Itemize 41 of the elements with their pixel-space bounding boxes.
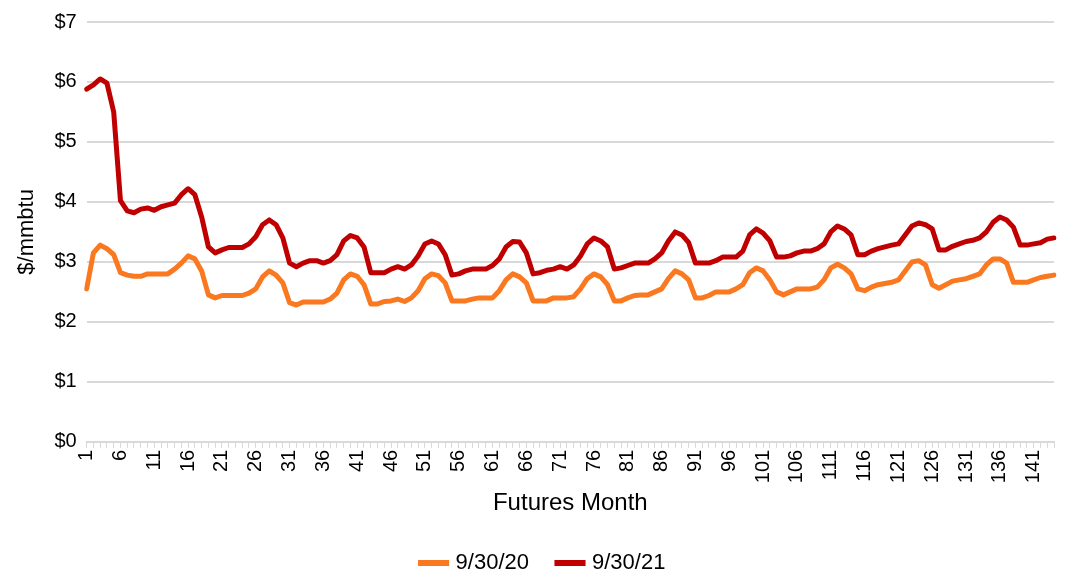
x-tick-label: 101 xyxy=(750,449,773,484)
x-tick-label: 86 xyxy=(649,449,672,473)
x-tick-label: 131 xyxy=(953,449,976,484)
y-axis-title: $/mmbtu xyxy=(13,189,39,275)
y-tick-label: $7 xyxy=(54,9,77,32)
x-tick-label: 136 xyxy=(987,449,1010,484)
x-tick-label: 56 xyxy=(446,449,469,473)
x-tick-label: 91 xyxy=(682,449,705,473)
y-tick-label: $2 xyxy=(54,309,77,332)
x-tick-label: 61 xyxy=(480,449,503,473)
x-tick-label: 106 xyxy=(784,449,807,484)
y-tick-label: $6 xyxy=(54,69,77,92)
y-tick-label: $4 xyxy=(54,189,77,212)
y-tick-label: $3 xyxy=(54,249,77,272)
legend-label: 9/30/21 xyxy=(592,549,666,575)
y-tick-label: $0 xyxy=(54,429,77,452)
legend-label: 9/30/20 xyxy=(455,549,529,575)
x-tick-label: 26 xyxy=(243,449,266,473)
x-tick-label: 1 xyxy=(74,449,97,461)
x-tick-label: 46 xyxy=(378,449,401,473)
y-tick-label: $5 xyxy=(54,129,77,152)
x-axis-title: Futures Month xyxy=(492,488,648,516)
x-tick-label: 16 xyxy=(175,449,198,473)
x-tick-label: 96 xyxy=(716,449,739,473)
x-tick-label: 11 xyxy=(141,449,164,471)
x-tick-label: 31 xyxy=(277,449,300,473)
y-tick-label: $1 xyxy=(54,369,77,392)
x-tick-label: 41 xyxy=(344,449,367,473)
x-tick-label: 66 xyxy=(513,449,536,473)
x-tick-label: 111 xyxy=(818,449,841,481)
x-tick-label: 71 xyxy=(547,449,570,473)
x-tick-label: 51 xyxy=(412,449,435,473)
x-tick-label: 126 xyxy=(919,449,942,484)
x-tick-label: 76 xyxy=(581,449,604,473)
x-tick-label: 6 xyxy=(107,449,130,461)
x-tick-label: 141 xyxy=(1021,449,1044,484)
x-tick-label: 116 xyxy=(852,449,875,482)
x-tick-label: 81 xyxy=(615,449,638,473)
x-tick-label: 121 xyxy=(885,449,908,484)
x-tick-label: 36 xyxy=(310,449,333,473)
x-tick-label: 21 xyxy=(209,449,232,473)
